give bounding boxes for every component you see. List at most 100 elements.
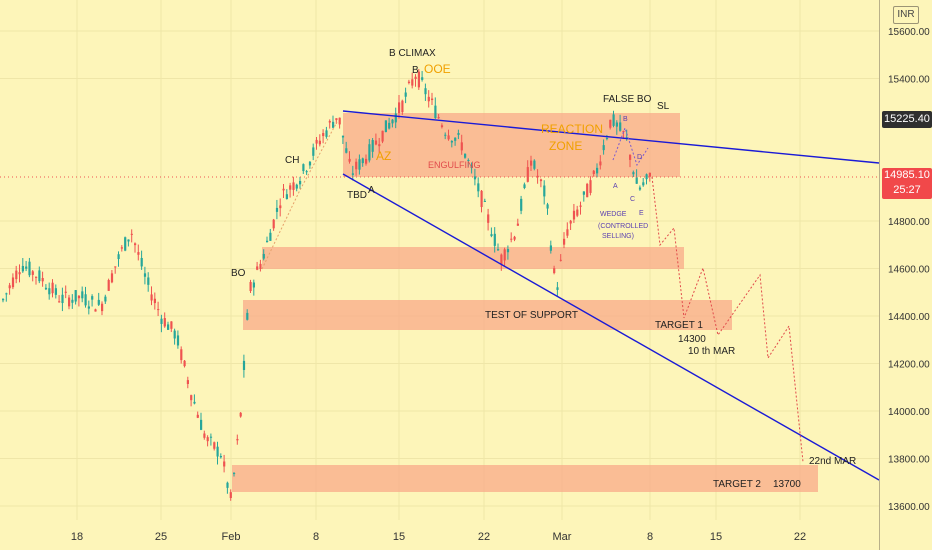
candle-body xyxy=(77,295,81,299)
candle-body xyxy=(414,76,417,80)
candle-body xyxy=(586,183,589,198)
candle-body xyxy=(157,309,160,311)
candle-body xyxy=(223,461,226,467)
candle-body xyxy=(104,296,107,302)
annotation-label: ZONE xyxy=(549,139,582,153)
candle-body xyxy=(328,121,331,123)
candle-body xyxy=(348,158,351,162)
candle-body xyxy=(137,252,140,255)
candle-body xyxy=(249,281,252,292)
reaction-zone xyxy=(343,113,680,177)
candle-body xyxy=(421,77,424,80)
candle-body xyxy=(117,254,120,260)
candle-body xyxy=(464,153,467,158)
candle-body xyxy=(602,145,605,151)
candle-body xyxy=(596,167,599,174)
candle-body xyxy=(384,120,387,133)
candle-body xyxy=(635,177,638,184)
candle-body xyxy=(490,234,493,237)
candle-body xyxy=(196,414,199,418)
target-2-zone xyxy=(232,465,818,492)
candle-body xyxy=(477,183,480,192)
annotation-label: WEDGE xyxy=(600,211,627,218)
candle-body xyxy=(262,253,265,259)
candle-body xyxy=(44,287,48,290)
candle-body xyxy=(305,171,308,173)
candle-body xyxy=(295,184,298,189)
candle-body xyxy=(480,190,483,208)
candle-body xyxy=(11,277,15,288)
candle-body xyxy=(404,92,407,97)
candle-body xyxy=(81,291,84,299)
candle-body xyxy=(299,180,302,185)
annotation-label: 14300 xyxy=(678,334,706,345)
zones xyxy=(232,113,818,492)
x-tick-label: 22 xyxy=(478,531,490,543)
candle-body xyxy=(629,154,632,160)
candle-body xyxy=(417,71,420,88)
candle-body xyxy=(74,290,77,302)
candle-body xyxy=(371,140,374,152)
candle-body xyxy=(71,299,74,303)
candle-body xyxy=(318,140,321,145)
candle-body xyxy=(526,167,529,182)
candle-body xyxy=(424,88,427,95)
candle-body xyxy=(302,164,305,172)
candle-body xyxy=(97,299,100,305)
candle-body xyxy=(269,232,272,241)
candle-body xyxy=(140,257,143,267)
candle-body xyxy=(440,125,444,128)
candle-body xyxy=(553,268,556,274)
candle-body xyxy=(143,273,147,277)
candle-body xyxy=(64,291,67,293)
candle-body xyxy=(572,210,576,220)
candle-body xyxy=(648,172,651,177)
candle-body xyxy=(190,395,193,401)
candle-body xyxy=(193,401,196,404)
candle-body xyxy=(500,254,503,265)
candle-body xyxy=(107,280,110,291)
candle-body xyxy=(645,174,648,180)
annotation-label: OOE xyxy=(424,62,451,76)
annotation-label: ENGULFING xyxy=(428,160,481,170)
wedge-dotted-line xyxy=(612,126,649,167)
candle-body xyxy=(473,176,477,180)
annotation-label: AZ xyxy=(376,149,391,163)
candle-body xyxy=(91,296,94,300)
candle-body xyxy=(503,249,506,261)
candle-body xyxy=(167,324,170,330)
candle-body xyxy=(576,209,579,216)
candle-body xyxy=(632,172,635,175)
candle-body xyxy=(35,276,38,278)
candle-body xyxy=(176,335,180,346)
candle-body xyxy=(275,207,279,212)
y-tick-label: 13600.00 xyxy=(888,502,930,513)
candle-body xyxy=(407,81,411,83)
candle-body xyxy=(543,185,546,197)
candle-body xyxy=(338,117,341,125)
y-tick-label: 15400.00 xyxy=(888,75,930,86)
y-tick-label: 14800.00 xyxy=(888,217,930,228)
candle-body xyxy=(120,247,123,249)
candle-body xyxy=(94,309,97,312)
candle-body xyxy=(569,220,572,224)
candle-body xyxy=(437,117,440,119)
candle-body xyxy=(219,456,222,458)
candle-body xyxy=(332,121,335,128)
candle-body xyxy=(239,412,242,417)
candle-body xyxy=(236,438,239,441)
annotation-label: 13700 xyxy=(773,479,801,490)
candle-body xyxy=(609,119,612,128)
y-axis-panel[interactable]: 13600.00 13800.00 14000.00 14200.00 14400.00… xyxy=(879,0,932,550)
x-tick-label: Mar xyxy=(553,531,572,543)
candle-body xyxy=(361,158,364,164)
annotation-label: TARGET 1 xyxy=(655,320,703,331)
currency-label[interactable]: INR xyxy=(893,6,919,24)
candle-body xyxy=(87,306,90,309)
candle-body xyxy=(467,159,470,161)
candle-body xyxy=(186,380,189,384)
candle-body xyxy=(470,165,473,169)
candle-body xyxy=(51,282,54,294)
